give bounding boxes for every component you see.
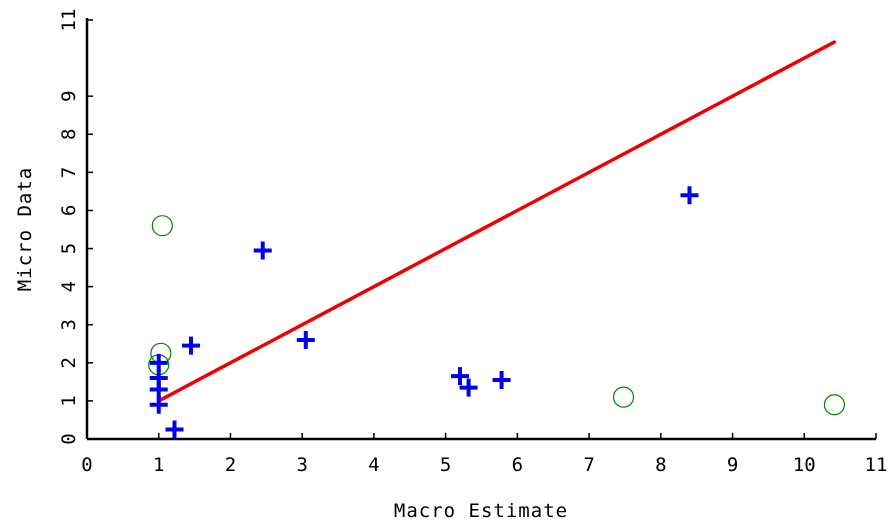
y-tick-label: 7 bbox=[58, 167, 80, 178]
plus-point bbox=[253, 241, 272, 260]
y-tick-label: 0 bbox=[58, 433, 80, 444]
x-axis-title: Macro Estimate bbox=[394, 500, 568, 522]
x-tick-label: 11 bbox=[865, 454, 888, 476]
y-tick-label: 3 bbox=[58, 319, 80, 330]
x-tick-label: 6 bbox=[512, 454, 523, 476]
plus-point bbox=[149, 380, 168, 399]
y-tick-label: 8 bbox=[58, 129, 80, 140]
x-ticks: 0 1 2 3 4 5 6 7 8 9 10 11 bbox=[81, 433, 887, 476]
plus-point bbox=[149, 353, 168, 372]
plus-point bbox=[459, 378, 478, 397]
y-tick-label: 5 bbox=[58, 243, 80, 254]
x-tick-label: 4 bbox=[368, 454, 379, 476]
x-tick-label: 3 bbox=[296, 454, 307, 476]
y-tick-label: 2 bbox=[58, 357, 80, 368]
x-tick-label: 8 bbox=[655, 454, 666, 476]
x-tick-label: 0 bbox=[81, 454, 92, 476]
x-tick-label: 2 bbox=[225, 454, 236, 476]
plus-point bbox=[450, 367, 469, 386]
y-axis-title: Micro Data bbox=[14, 167, 36, 291]
y-tick-label: 9 bbox=[58, 90, 80, 101]
plus-point bbox=[680, 186, 699, 205]
plus-point bbox=[165, 420, 184, 439]
x-tick-label: 9 bbox=[727, 454, 738, 476]
x-tick-label: 1 bbox=[153, 454, 164, 476]
y-tick-label: 11 bbox=[58, 9, 80, 32]
plus-point bbox=[492, 370, 511, 389]
y-ticks: 0 1 2 3 4 5 6 7 8 9 11 bbox=[58, 9, 93, 445]
x-tick-label: 7 bbox=[583, 454, 594, 476]
data-marks bbox=[148, 40, 845, 439]
x-tick-label: 5 bbox=[440, 454, 451, 476]
circle-point bbox=[612, 386, 635, 408]
y-tick-label: 4 bbox=[58, 281, 80, 292]
y-tick-label: 6 bbox=[58, 205, 80, 216]
plus-point bbox=[296, 330, 315, 349]
circle-point bbox=[151, 215, 173, 237]
circle-point bbox=[823, 394, 845, 416]
y-tick-label: 1 bbox=[58, 395, 80, 406]
axes bbox=[85, 18, 876, 441]
x-tick-label: 10 bbox=[793, 454, 816, 476]
plus-point bbox=[182, 336, 201, 355]
fit-line bbox=[156, 40, 837, 403]
plus-point bbox=[149, 395, 168, 414]
